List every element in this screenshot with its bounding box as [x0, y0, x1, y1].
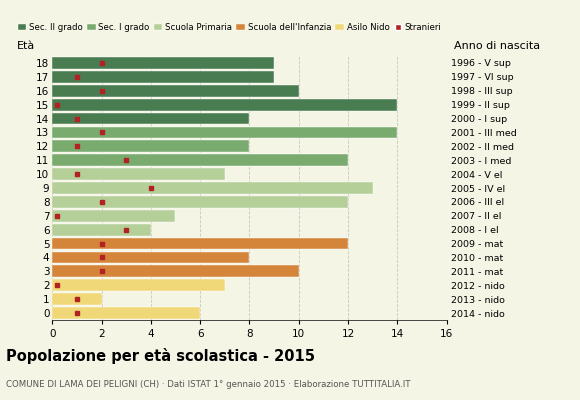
Bar — [52, 279, 225, 291]
Bar — [52, 266, 299, 277]
Text: Anno di nascita: Anno di nascita — [455, 41, 541, 51]
Bar — [52, 168, 225, 180]
Bar — [52, 99, 397, 110]
Bar — [52, 113, 249, 124]
Bar — [52, 182, 373, 194]
Bar — [52, 293, 102, 305]
Bar — [52, 238, 348, 250]
Bar — [52, 224, 151, 236]
Bar — [52, 196, 348, 208]
Bar — [52, 210, 176, 222]
Legend: Sec. II grado, Sec. I grado, Scuola Primaria, Scuola dell'Infanzia, Asilo Nido, : Sec. II grado, Sec. I grado, Scuola Prim… — [14, 20, 445, 36]
Bar — [52, 307, 200, 319]
Bar — [52, 85, 299, 97]
Text: Età: Età — [17, 41, 35, 51]
Bar — [52, 154, 348, 166]
Bar — [52, 71, 274, 83]
Bar — [52, 126, 397, 138]
Bar — [52, 252, 249, 263]
Bar — [52, 57, 274, 69]
Text: COMUNE DI LAMA DEI PELIGNI (CH) · Dati ISTAT 1° gennaio 2015 · Elaborazione TUTT: COMUNE DI LAMA DEI PELIGNI (CH) · Dati I… — [6, 380, 410, 389]
Text: Popolazione per età scolastica - 2015: Popolazione per età scolastica - 2015 — [6, 348, 315, 364]
Bar — [52, 140, 249, 152]
